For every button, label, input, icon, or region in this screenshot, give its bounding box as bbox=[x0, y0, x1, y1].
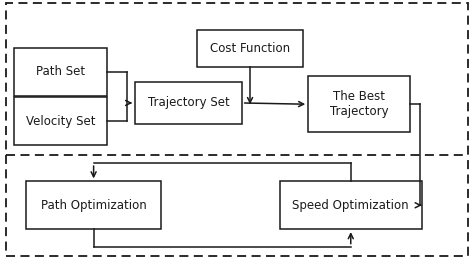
Text: Path Optimization: Path Optimization bbox=[41, 199, 146, 212]
Text: Cost Function: Cost Function bbox=[210, 42, 290, 55]
FancyBboxPatch shape bbox=[280, 181, 422, 229]
Text: Path Set: Path Set bbox=[36, 65, 85, 78]
FancyBboxPatch shape bbox=[14, 48, 107, 96]
Text: Trajectory Set: Trajectory Set bbox=[147, 96, 229, 110]
Text: The Best
Trajectory: The Best Trajectory bbox=[330, 90, 388, 118]
FancyBboxPatch shape bbox=[197, 30, 303, 67]
Text: Speed Optimization: Speed Optimization bbox=[292, 199, 409, 212]
FancyBboxPatch shape bbox=[14, 97, 107, 145]
FancyBboxPatch shape bbox=[308, 76, 410, 132]
FancyBboxPatch shape bbox=[26, 181, 161, 229]
FancyBboxPatch shape bbox=[135, 82, 242, 124]
Text: Velocity Set: Velocity Set bbox=[26, 114, 95, 128]
